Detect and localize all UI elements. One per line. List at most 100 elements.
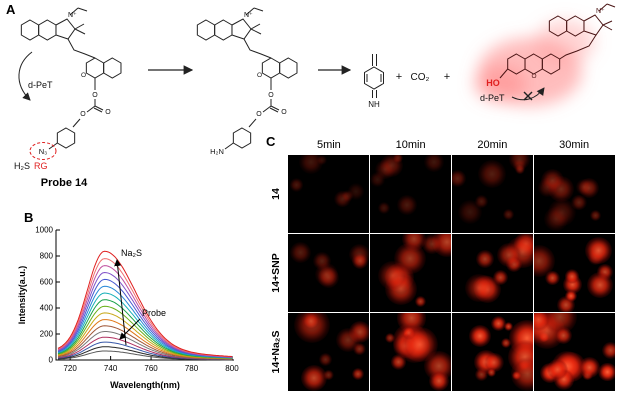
micrograph-grid <box>288 155 615 391</box>
micrograph-cell <box>288 234 369 312</box>
fluorescent-cell <box>538 178 557 197</box>
fluorescent-cell <box>370 172 385 187</box>
fluorescent-cell <box>380 155 404 177</box>
spectra-chart: Intensity(a.u.) Wavelength(nm) 720 740 760… <box>17 226 239 391</box>
fluorescent-cell <box>475 249 494 268</box>
fluorescent-cell <box>490 316 506 332</box>
fluorescent-cell <box>500 338 511 349</box>
x-axis-label: Wavelength(nm) <box>110 380 180 390</box>
y-tick-label: 800 <box>40 252 54 261</box>
fluorescent-cell <box>351 252 368 269</box>
plus-sign: + <box>444 71 450 83</box>
probe-structure <box>18 7 122 150</box>
fluorescent-cell <box>377 202 390 215</box>
y-tick-label: 1000 <box>35 226 53 235</box>
fluorescent-cell <box>469 325 491 347</box>
plus-sign: + <box>396 71 402 83</box>
fluorescent-cell <box>347 183 365 200</box>
amine-label: H₂N <box>210 147 224 156</box>
row-label: 14+Na₂S <box>270 330 282 374</box>
fluorescent-cell <box>497 242 521 267</box>
dpet-label: d-PeT <box>480 93 505 103</box>
fluorescent-cell <box>598 362 615 381</box>
fluorescent-cell <box>503 321 514 332</box>
quinone-methide-structure <box>364 54 384 98</box>
fluorescent-cell <box>534 313 550 331</box>
fluorescent-cell <box>515 164 525 174</box>
column-header: 5min <box>316 139 341 151</box>
fluorescent-cell <box>484 352 504 373</box>
x-tick-label: 760 <box>144 364 158 373</box>
atom-o-label: O <box>257 72 262 79</box>
fluorescent-cell <box>390 354 407 371</box>
fluorescent-cell <box>543 207 568 231</box>
y-tick-label: 600 <box>40 278 54 287</box>
fluorescent-cell <box>377 260 407 290</box>
x-tick-label: 780 <box>185 364 199 373</box>
fluorescent-cell <box>300 364 328 391</box>
fluorescent-cell <box>384 273 417 306</box>
fluorescent-cell <box>513 159 526 173</box>
fluorescent-cell <box>547 358 569 380</box>
micrograph-cell <box>370 155 451 233</box>
fluorescent-cell <box>587 272 613 298</box>
fluorescent-cell <box>334 190 351 208</box>
fluorescent-cell <box>548 198 576 227</box>
micrograph-cell <box>534 313 615 391</box>
fluorescent-cell <box>424 155 444 173</box>
n-plus-label: N⁺ <box>596 8 605 15</box>
fluorescent-cell <box>554 326 572 345</box>
time-column-headers: 5min 10min 20min 30min <box>288 139 615 151</box>
column-header: 20min <box>477 139 508 151</box>
micrograph-cell <box>452 313 533 391</box>
released-fluorophore-structure <box>499 3 616 101</box>
micrograph-cell <box>534 234 615 312</box>
micrograph-cell <box>452 155 533 233</box>
fluorescent-cell <box>428 370 450 391</box>
n-plus-label: N⁺ <box>244 12 253 19</box>
atom-o-label: O <box>81 72 86 79</box>
fluorescent-cell <box>545 270 560 286</box>
fluorescent-cell <box>375 159 395 180</box>
fluorescent-cell <box>510 357 533 391</box>
fluorescent-cell <box>335 327 360 353</box>
atom-o-label: O <box>92 92 98 99</box>
fluorescent-cell <box>477 159 507 188</box>
fluorescent-cell <box>351 368 364 381</box>
fluorescent-cell <box>457 200 482 225</box>
x-tick-label: 740 <box>104 364 118 373</box>
micrograph-cell <box>288 313 369 391</box>
x-tick-label: 800 <box>225 364 239 373</box>
fluorescent-cell <box>475 195 488 208</box>
fluorescent-cell <box>465 274 493 302</box>
y-tick-label: 400 <box>40 304 54 313</box>
atom-o-label: O <box>80 111 86 118</box>
fluorescent-cell <box>319 353 333 367</box>
fluorescent-cell <box>452 170 466 187</box>
fluorescent-cell <box>299 155 324 174</box>
fluorescent-cell <box>540 169 564 193</box>
fluorescent-cell <box>601 342 615 360</box>
spectrum-curve <box>57 250 233 357</box>
fluorescent-cell <box>312 252 331 271</box>
azide-highlight-circle <box>29 142 57 160</box>
micrograph-cell <box>370 234 451 312</box>
fluorescent-cell <box>314 262 338 286</box>
y-tick-label: 200 <box>40 330 54 339</box>
row-label: 14 <box>270 188 282 200</box>
fluorescent-cell <box>571 194 587 211</box>
micrograph-cell <box>288 155 369 233</box>
fluorescent-cell <box>578 177 599 198</box>
probe-arrow <box>119 318 141 340</box>
chart-plot-area: 720 740 760 780 800 0 200 400 600 800 1000 Na₂S Prob… <box>35 226 239 374</box>
fluorescent-cell <box>318 266 340 288</box>
panel-a-label: A <box>6 2 16 17</box>
micrograph-cell <box>534 155 615 233</box>
fluorescent-cell <box>290 178 304 192</box>
fluorescent-cell <box>341 190 354 202</box>
fluorescent-cell <box>289 241 311 264</box>
fluorescent-cell <box>502 208 514 220</box>
rg-text: RG <box>34 161 48 171</box>
co2-label: CO₂ <box>411 72 430 83</box>
